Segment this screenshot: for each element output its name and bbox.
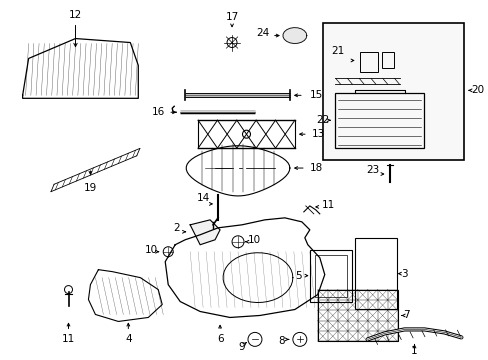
Bar bbox=[317, 289, 397, 341]
Text: 3: 3 bbox=[401, 269, 407, 279]
Bar bbox=[314, 255, 346, 297]
Text: 22: 22 bbox=[316, 115, 329, 125]
Text: 5: 5 bbox=[295, 271, 301, 281]
Text: 4: 4 bbox=[125, 334, 131, 345]
Text: 12: 12 bbox=[69, 10, 82, 20]
Bar bbox=[359, 53, 377, 72]
Text: 9: 9 bbox=[238, 342, 244, 352]
Text: 16: 16 bbox=[152, 107, 165, 117]
Text: 15: 15 bbox=[309, 90, 323, 100]
Bar bbox=[309, 250, 351, 302]
Polygon shape bbox=[283, 28, 306, 44]
Text: 10: 10 bbox=[247, 235, 261, 245]
Text: 6: 6 bbox=[216, 334, 223, 345]
Text: 20: 20 bbox=[470, 85, 484, 95]
Text: 17: 17 bbox=[225, 12, 238, 22]
Text: 8: 8 bbox=[278, 336, 285, 346]
Bar bbox=[322, 23, 464, 160]
Text: 19: 19 bbox=[83, 183, 97, 193]
Bar bbox=[381, 53, 393, 68]
Text: 2: 2 bbox=[173, 223, 180, 233]
Text: 11: 11 bbox=[321, 200, 334, 210]
Polygon shape bbox=[190, 220, 220, 245]
Bar bbox=[354, 238, 396, 310]
Text: 1: 1 bbox=[410, 346, 417, 356]
Text: 23: 23 bbox=[366, 165, 379, 175]
Text: 10: 10 bbox=[145, 245, 158, 255]
Text: 18: 18 bbox=[309, 163, 323, 173]
Bar bbox=[334, 93, 424, 148]
Text: 13: 13 bbox=[311, 129, 325, 139]
Text: 24: 24 bbox=[256, 28, 269, 37]
Text: 14: 14 bbox=[197, 193, 210, 203]
Text: 11: 11 bbox=[62, 334, 75, 345]
Text: 7: 7 bbox=[403, 310, 409, 320]
Text: 21: 21 bbox=[331, 45, 344, 55]
